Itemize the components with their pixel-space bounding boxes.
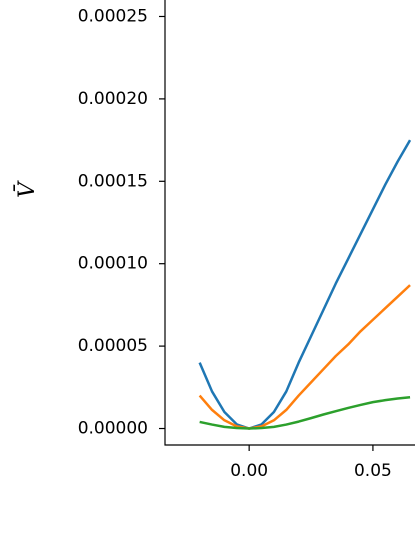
y-axis-label: V̄ — [13, 180, 40, 198]
y-tick-label: 0.00020 — [78, 89, 148, 109]
y-tick-label: 0.00010 — [78, 254, 148, 274]
x-tick-label: 0.00 — [230, 461, 268, 481]
y-tick-label: 0.00015 — [78, 171, 148, 191]
line-series — [198, 284, 411, 430]
y-tick-label: 0.00005 — [78, 336, 148, 356]
y-tick-label: 0.00025 — [78, 6, 148, 26]
line-series — [199, 395, 411, 430]
plot-area — [198, 139, 412, 430]
line-series — [198, 139, 412, 430]
x-tick-label: 0.05 — [354, 461, 392, 481]
y-tick-label: 0.00000 — [78, 419, 148, 439]
